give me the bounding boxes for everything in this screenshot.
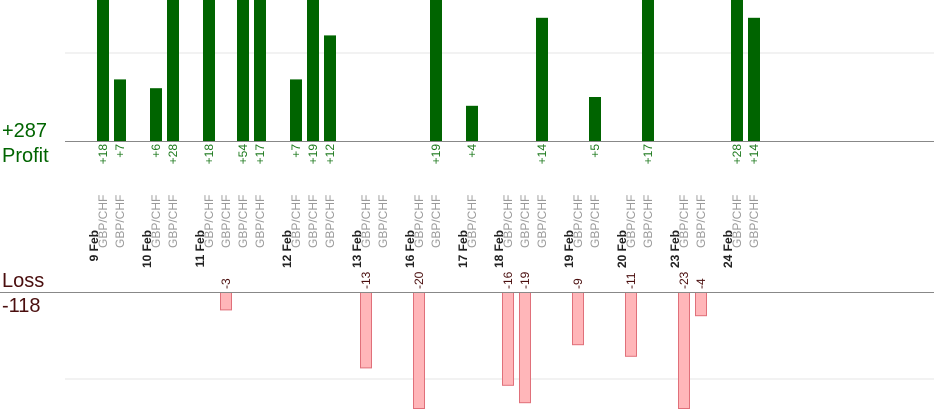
profit-value-label: +18 xyxy=(96,144,110,165)
loss-label: Loss xyxy=(2,270,45,292)
date-label: 12 Feb xyxy=(280,230,294,268)
pair-label: GBP/CHF xyxy=(289,195,303,248)
loss-value-label: -16 xyxy=(501,271,515,289)
loss-value-label: -3 xyxy=(219,278,233,289)
pair-label: GBP/CHF xyxy=(518,195,532,248)
profit-value-label: +12 xyxy=(323,144,337,165)
loss-bar xyxy=(502,292,514,386)
pair-label: GBP/CHF xyxy=(694,195,708,248)
pair-label: GBP/CHF xyxy=(412,195,426,248)
profit-bar xyxy=(307,0,319,141)
loss-value-label: -11 xyxy=(624,272,638,289)
pair-label: GBP/CHF xyxy=(677,195,691,248)
profit-bar xyxy=(324,35,336,141)
profit-bar xyxy=(150,88,162,141)
pair-label: GBP/CHF xyxy=(113,195,127,248)
date-label: 16 Feb xyxy=(403,230,417,268)
profit-bar xyxy=(203,0,215,141)
pair-label: GBP/CHF xyxy=(96,195,110,248)
profit-value-label: +14 xyxy=(535,144,549,165)
profit-value-label: +18 xyxy=(202,144,216,165)
loss-bar xyxy=(625,292,637,357)
profit-total: +287 xyxy=(2,120,48,142)
loss-bar xyxy=(519,292,531,404)
date-label: 18 Feb xyxy=(492,230,506,268)
profit-bar xyxy=(290,79,302,141)
loss-bar xyxy=(695,292,707,317)
profit-value-label: +14 xyxy=(747,144,761,165)
pair-label: GBP/CHF xyxy=(323,195,337,248)
profit-bar xyxy=(589,97,601,141)
profit-bar xyxy=(254,0,266,141)
date-label: 20 Feb xyxy=(615,230,629,268)
profit-bar xyxy=(237,0,249,141)
pair-label: GBP/CHF xyxy=(588,195,602,248)
loss-total: -118 xyxy=(2,295,41,317)
pair-label: GBP/CHF xyxy=(149,195,163,248)
pair-label: GBP/CHF xyxy=(501,195,515,248)
loss-value-label: -20 xyxy=(412,271,426,289)
loss-value-label: -13 xyxy=(359,271,373,289)
profit-value-label: +19 xyxy=(429,144,443,165)
profit-bar xyxy=(97,0,109,141)
date-label: 10 Feb xyxy=(140,230,154,268)
pair-label: GBP/CHF xyxy=(202,195,216,248)
date-label: 13 Feb xyxy=(350,230,364,268)
pair-label: GBP/CHF xyxy=(641,195,655,248)
loss-bar xyxy=(678,292,690,409)
pair-label: GBP/CHF xyxy=(624,195,638,248)
profit-bar xyxy=(731,0,743,141)
profit-bar xyxy=(536,17,548,141)
pair-label: GBP/CHF xyxy=(429,195,443,248)
loss-value-label: -19 xyxy=(518,271,532,289)
pair-label: GBP/CHF xyxy=(465,195,479,248)
profit-value-label: +5 xyxy=(588,144,602,158)
pair-label: GBP/CHF xyxy=(376,195,390,248)
pair-label: GBP/CHF xyxy=(166,195,180,248)
profit-bar xyxy=(430,0,442,141)
pair-label: GBP/CHF xyxy=(253,195,267,248)
loss-bar xyxy=(360,292,372,369)
pair-label: GBP/CHF xyxy=(219,195,233,248)
profit-bar xyxy=(466,105,478,141)
profit-value-label: +6 xyxy=(149,144,163,158)
pair-label: GBP/CHF xyxy=(236,195,250,248)
loss-value-label: -9 xyxy=(571,278,585,289)
loss-bar xyxy=(413,292,425,409)
date-label: 24 Feb xyxy=(721,230,735,268)
loss-value-label: -23 xyxy=(677,271,691,289)
profit-bar xyxy=(748,17,760,141)
date-label: 23 Feb xyxy=(668,230,682,268)
pair-label: GBP/CHF xyxy=(359,195,373,248)
profit-value-label: +28 xyxy=(730,144,744,165)
pair-label: GBP/CHF xyxy=(535,195,549,248)
pair-label: GBP/CHF xyxy=(571,195,585,248)
pair-label: GBP/CHF xyxy=(747,195,761,248)
loss-bar xyxy=(572,292,584,346)
profit-value-label: +19 xyxy=(306,144,320,165)
profit-value-label: +54 xyxy=(236,144,250,165)
date-label: 11 Feb xyxy=(193,230,207,267)
date-label: 19 Feb xyxy=(562,230,576,268)
profit-bar xyxy=(642,0,654,141)
date-label: 17 Feb xyxy=(456,230,470,268)
profit-label: Profit xyxy=(2,145,49,167)
loss-value-label: -4 xyxy=(694,278,708,289)
profit-value-label: +17 xyxy=(641,144,655,165)
date-label: 9 Feb xyxy=(87,230,101,261)
profit-value-label: +4 xyxy=(465,144,479,158)
profit-bar xyxy=(114,79,126,141)
profit-value-label: +7 xyxy=(113,144,127,158)
profit-value-label: +7 xyxy=(289,144,303,158)
pair-label: GBP/CHF xyxy=(730,195,744,248)
loss-bar xyxy=(220,292,232,311)
profit-value-label: +17 xyxy=(253,144,267,165)
pair-label: GBP/CHF xyxy=(306,195,320,248)
profit-value-label: +28 xyxy=(166,144,180,165)
profit-bar xyxy=(167,0,179,141)
